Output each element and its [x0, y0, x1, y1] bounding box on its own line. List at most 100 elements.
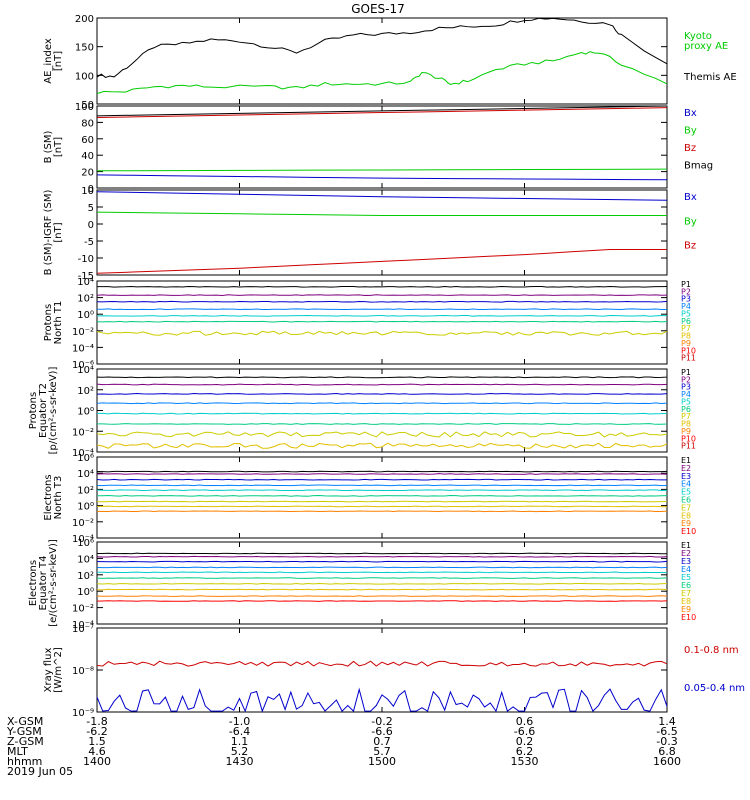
legend-kyoto: Kyoto	[684, 31, 712, 42]
legend-e10: E10	[681, 613, 696, 622]
series-p7	[96, 431, 668, 438]
y-tick-label: 10⁻⁴	[72, 448, 94, 459]
y-tick-label: 10⁻²	[72, 427, 94, 438]
y-tick-label: 10²	[77, 485, 94, 496]
legend-bx: Bx	[684, 108, 697, 119]
series-by	[96, 168, 668, 172]
series-by	[96, 211, 667, 216]
y-tick-label: 100	[75, 102, 94, 113]
y-tick-label: 10⁰	[77, 587, 94, 598]
legend-e8: E8	[681, 511, 691, 520]
legend-e10: E10	[681, 527, 696, 536]
panel-bsm: 0 20 40 60 80 100 B (SM) [nT] Bx By Bz Bmag	[43, 102, 713, 195]
series-p7	[96, 330, 668, 336]
y-axis-label: [W/m^2]	[53, 647, 64, 693]
y-tick-label: 60	[81, 135, 94, 146]
series-e6	[96, 577, 668, 579]
series-bx	[96, 174, 668, 181]
y-tick-label: 10⁰	[77, 310, 94, 321]
series-e8	[96, 588, 668, 591]
series-e5	[96, 571, 668, 574]
series-e2	[96, 555, 668, 558]
y-tick-label: -10	[78, 254, 94, 265]
y-axis-label: B (SM)	[43, 130, 54, 163]
legend-bz: Bz	[684, 241, 696, 252]
series-e2	[96, 473, 668, 475]
series-e1	[96, 552, 668, 555]
x-row-label: MLT	[7, 745, 28, 758]
y-axis-label: Electrons	[43, 474, 54, 520]
legend-e7: E7	[681, 503, 691, 512]
x-row-value: -6.6	[514, 725, 535, 738]
y-tick-label: 10⁻⁷	[72, 624, 94, 635]
panel-frame	[96, 17, 668, 105]
y-axis-label: Equator T4	[38, 556, 49, 611]
series-bmag	[96, 105, 668, 117]
legend-p1: P1	[681, 280, 691, 289]
y-tick-label: 10⁴	[77, 277, 94, 288]
x-row-value: -6.6	[371, 725, 392, 738]
legend-p4: P4	[681, 302, 691, 311]
x-row-value: 1500	[368, 755, 396, 768]
y-tick-label: 10⁻⁶	[72, 360, 94, 371]
series-e7	[96, 583, 668, 585]
legend-p5: P5	[681, 397, 691, 406]
x-row-label: hhmm	[7, 755, 42, 768]
x-row-value: -6.4	[229, 725, 250, 738]
x-row-value: 1430	[226, 755, 254, 768]
y-tick-label: 80	[81, 118, 94, 129]
y-axis-label: North T3	[53, 476, 64, 520]
y-tick-label: -5	[84, 237, 94, 248]
series-e3	[96, 560, 668, 563]
series-e10	[96, 600, 668, 602]
y-tick-label: -15	[78, 271, 94, 282]
legend-e5: E5	[681, 488, 691, 497]
y-axis-label: Equator T2	[38, 383, 49, 438]
series-e4	[96, 566, 668, 569]
y-tick-label: 10⁻⁴	[72, 343, 94, 354]
series-p4	[96, 402, 668, 405]
series-p5	[96, 412, 668, 415]
y-tick-label: 10⁻²	[72, 327, 94, 338]
legend-p3: P3	[681, 383, 691, 392]
series-p1	[96, 376, 668, 379]
legend-p6: P6	[681, 317, 691, 326]
x-row-value: 6.2	[516, 745, 534, 758]
x-row-value: -1.0	[229, 715, 250, 728]
x-row-value: -6.5	[656, 725, 677, 738]
panel-frame	[96, 368, 668, 453]
legend-p7: P7	[681, 324, 691, 333]
panel-frame	[96, 189, 668, 276]
legend-bz: Bz	[684, 143, 696, 154]
series-p3	[96, 393, 668, 395]
x-row-value: 0.2	[516, 735, 534, 748]
y-tick-label: 10⁰	[77, 502, 94, 513]
legend-p9: P9	[681, 427, 691, 436]
x-row-value: -1.8	[86, 715, 107, 728]
legend-p9: P9	[681, 339, 691, 348]
y-tick-label: 10⁻²	[72, 604, 94, 615]
legend-e3: E3	[681, 557, 691, 566]
legend-e2: E2	[681, 549, 691, 558]
y-tick-label: 10⁴	[77, 469, 94, 480]
legend-p4: P4	[681, 390, 691, 399]
panel-bigrf: -15 -10 -5 0 5 10 B (SM)-IGRF (SM) [nT] Bx By Bz	[43, 186, 697, 282]
y-tick-label: 10⁻⁹	[72, 708, 94, 719]
legend-p10: P10	[681, 346, 696, 355]
x-row-value: -0.2	[371, 715, 392, 728]
legend-0-1-0-8-nm: 0.1-0.8 nm	[684, 645, 739, 656]
panel-frame	[96, 541, 668, 625]
x-row-value: 5.7	[373, 745, 391, 758]
legend-e6: E6	[681, 496, 691, 505]
series-bz	[96, 107, 668, 118]
y-axis-label: Electrons	[28, 560, 39, 606]
x-row-value: 1.4	[658, 715, 676, 728]
y-axis-label: Xray flux	[43, 648, 54, 693]
y-tick-label: 10²	[77, 571, 94, 582]
y-tick-label: 10²	[77, 386, 94, 397]
y-axis-label: AE_index	[43, 38, 54, 84]
y-tick-label: 10⁰	[77, 407, 94, 418]
series-e6	[96, 495, 668, 497]
x-row-value: 0.7	[373, 735, 391, 748]
